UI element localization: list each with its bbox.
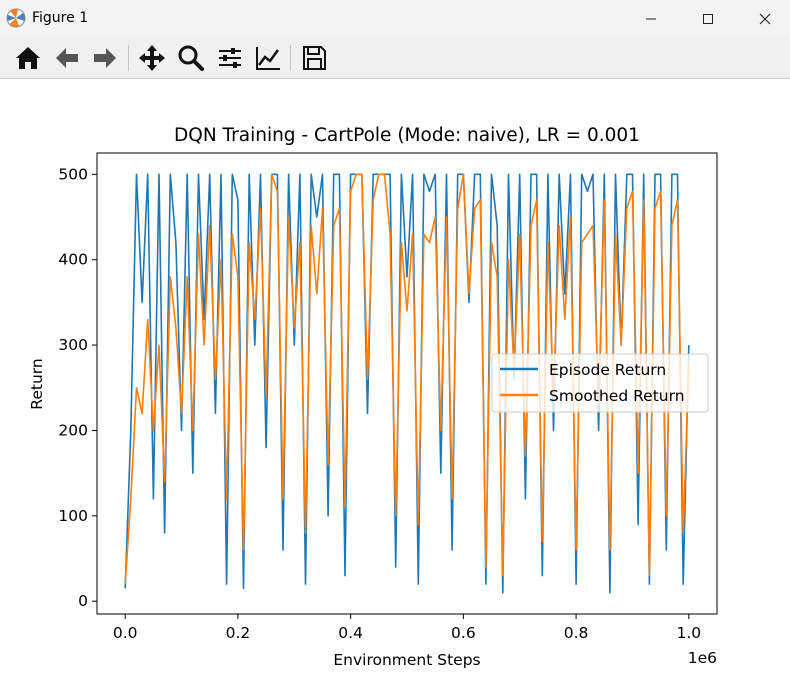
toolbar-separator bbox=[290, 45, 291, 71]
configure-subplots-icon bbox=[219, 48, 241, 68]
forward-button[interactable] bbox=[89, 42, 121, 74]
x-tick-label: 0.0 bbox=[113, 624, 138, 642]
toolbar-separator bbox=[128, 45, 129, 71]
legend: Episode Return Smoothed Return bbox=[491, 353, 709, 413]
figure-canvas[interactable]: DQN Training - CartPole (Mode: naive), L… bbox=[0, 79, 790, 677]
series-line-episode-return bbox=[124, 173, 690, 594]
save-icon bbox=[303, 46, 326, 70]
chart: DQN Training - CartPole (Mode: naive), L… bbox=[28, 125, 718, 669]
matplotlib-app-icon bbox=[6, 8, 26, 28]
close-button[interactable] bbox=[736, 0, 790, 37]
x-tick-label: 0.8 bbox=[564, 624, 589, 642]
edit-axis-button[interactable] bbox=[252, 42, 284, 74]
x-tick-label: 1.0 bbox=[676, 624, 701, 642]
maximize-button[interactable] bbox=[679, 0, 737, 37]
y-tick-label: 400 bbox=[58, 251, 88, 269]
y-axis-label: Return bbox=[28, 358, 46, 409]
legend-box bbox=[491, 353, 709, 413]
zoom-button[interactable] bbox=[175, 42, 207, 74]
y-tick-label: 300 bbox=[58, 336, 88, 354]
series-line-smoothed-return bbox=[124, 173, 690, 585]
forward-arrow-icon bbox=[94, 48, 116, 68]
minimize-button[interactable] bbox=[622, 0, 680, 37]
x-axis-label: Environment Steps bbox=[333, 651, 480, 669]
y-tick-label: 100 bbox=[58, 507, 88, 525]
y-tick-label: 200 bbox=[58, 421, 88, 439]
window-title: Figure 1 bbox=[32, 10, 89, 26]
y-tick-label: 500 bbox=[58, 165, 88, 183]
plot-area-frame bbox=[96, 152, 718, 615]
back-arrow-icon bbox=[56, 48, 78, 68]
pan-button[interactable] bbox=[136, 42, 168, 74]
y-tick-label: 0 bbox=[78, 592, 88, 610]
chart-title: DQN Training - CartPole (Mode: naive), L… bbox=[174, 125, 640, 146]
legend-label-episode-return: Episode Return bbox=[549, 361, 666, 379]
close-icon bbox=[759, 13, 771, 24]
home-icon bbox=[16, 47, 40, 69]
x-tick-label: 0.6 bbox=[451, 624, 476, 642]
minimize-icon bbox=[646, 18, 656, 19]
x-axis-offset-label: 1e6 bbox=[688, 649, 717, 667]
back-button[interactable] bbox=[51, 42, 83, 74]
zoom-icon bbox=[178, 45, 204, 71]
configure-subplots-button[interactable] bbox=[214, 42, 246, 74]
save-button[interactable] bbox=[298, 42, 330, 74]
x-tick-label: 0.4 bbox=[338, 624, 363, 642]
home-button[interactable] bbox=[12, 42, 44, 74]
edit-axis-icon bbox=[256, 47, 280, 70]
x-tick-label: 0.2 bbox=[226, 624, 251, 642]
title-bar: Figure 1 bbox=[0, 0, 790, 37]
navigation-toolbar bbox=[0, 37, 790, 79]
maximize-icon bbox=[703, 13, 713, 24]
pan-icon bbox=[139, 45, 165, 71]
legend-label-smoothed-return: Smoothed Return bbox=[549, 387, 685, 405]
